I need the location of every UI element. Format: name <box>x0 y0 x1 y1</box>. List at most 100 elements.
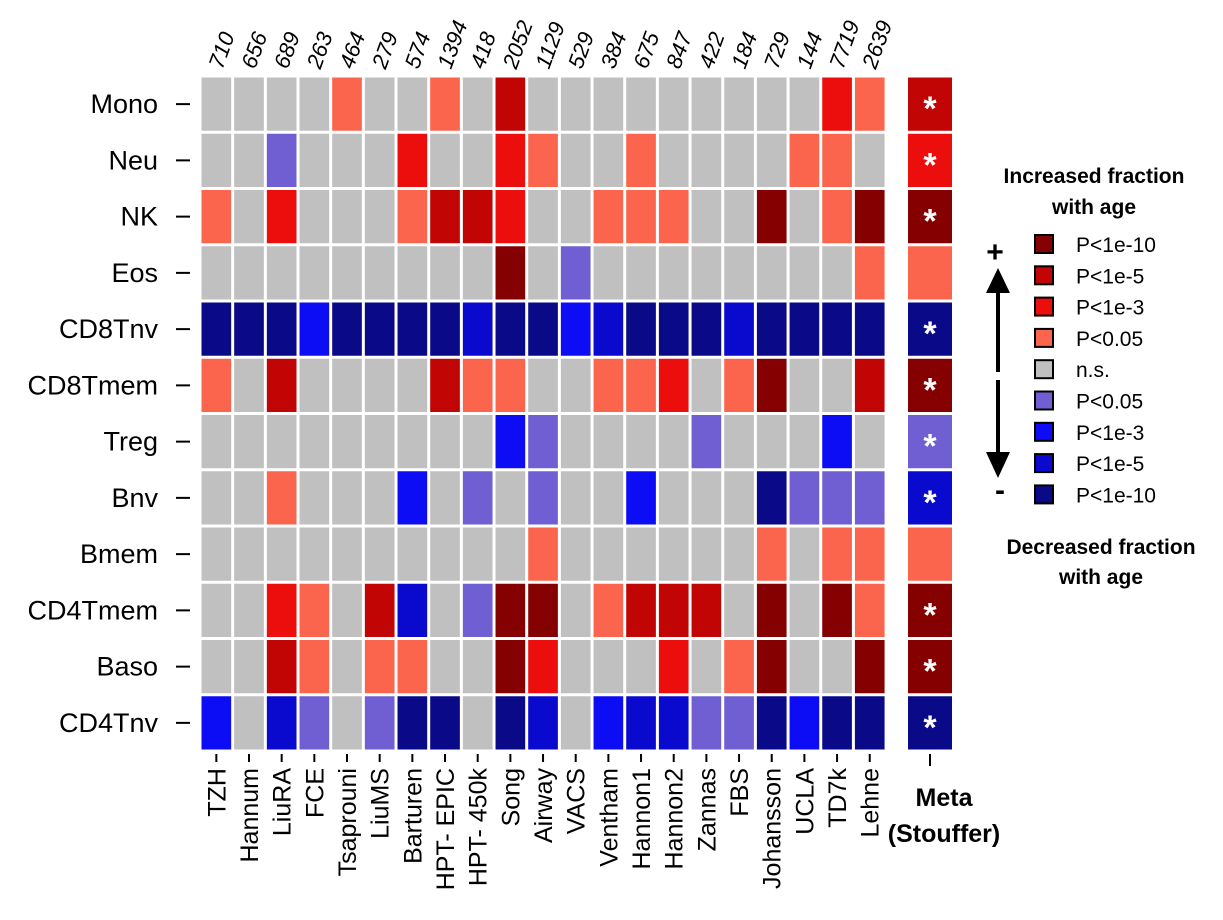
meta-cell <box>908 190 952 244</box>
heatmap-cell <box>560 190 591 244</box>
heatmap-cell <box>201 471 232 525</box>
heatmap-cell <box>756 246 787 300</box>
heatmap-cell <box>528 190 558 244</box>
heatmap-cell <box>724 640 754 694</box>
heatmap-cell <box>822 527 852 581</box>
heatmap-cell <box>789 302 820 356</box>
significance-marker: * <box>923 371 937 409</box>
sample-size-label: 279 <box>367 29 403 73</box>
heatmap-cell <box>593 696 624 750</box>
heatmap-cell <box>332 133 362 187</box>
legend-label: P<1e-5 <box>1076 453 1144 476</box>
heatmap-cell <box>528 527 558 581</box>
sample-size-label: 847 <box>661 28 697 72</box>
heatmap-cell <box>854 640 885 694</box>
heatmap-cell <box>560 640 591 694</box>
heatmap-cell <box>724 358 754 412</box>
heatmap-cell <box>332 246 362 300</box>
heatmap-cell <box>691 696 722 750</box>
heatmap-cell <box>560 77 591 131</box>
sample-size-label: 184 <box>726 29 762 72</box>
heatmap-cell <box>724 77 754 131</box>
heatmap-cell <box>528 246 558 300</box>
heatmap-cell <box>528 133 558 187</box>
row-label: CD8Tmem <box>27 370 158 400</box>
heatmap-cell <box>756 640 787 694</box>
heatmap-cell <box>560 415 591 469</box>
meta-column: * * * * * * * * * * <box>906 76 954 766</box>
heatmap-cell <box>560 133 591 187</box>
heatmap-cell <box>822 358 852 412</box>
heatmap-grid <box>200 76 887 751</box>
heatmap-cell <box>430 527 460 581</box>
heatmap-cell <box>364 246 395 300</box>
heatmap-cell <box>495 415 526 469</box>
heatmap-cell <box>299 527 330 581</box>
heatmap-cell <box>397 696 428 750</box>
column-label: Hannon2 <box>661 768 689 869</box>
legend-label: P<1e-10 <box>1076 234 1156 257</box>
heatmap-cell <box>266 583 297 637</box>
heatmap-cell <box>593 640 624 694</box>
heatmap-cell <box>201 77 232 131</box>
heatmap-cell <box>495 471 526 525</box>
heatmap-cell <box>430 415 460 469</box>
heatmap-cell <box>234 527 264 581</box>
heatmap-cell <box>724 583 754 637</box>
heatmap-cell <box>462 302 493 356</box>
heatmap-cell <box>299 640 330 694</box>
legend-label: P<1e-3 <box>1076 422 1144 445</box>
heatmap-cell <box>332 527 362 581</box>
heatmap-cell <box>626 696 656 750</box>
heatmap-cell <box>691 246 722 300</box>
heatmap-cell <box>266 527 297 581</box>
heatmap-cell <box>789 415 820 469</box>
heatmap-cell <box>397 415 428 469</box>
heatmap-cell <box>332 696 362 750</box>
heatmap-cell <box>397 583 428 637</box>
heatmap-cell <box>560 358 591 412</box>
heatmap-cell <box>724 696 754 750</box>
significance-marker: * <box>923 146 937 184</box>
heatmap-cell <box>724 190 754 244</box>
heatmap-cell <box>756 471 787 525</box>
legend-label: n.s. <box>1076 359 1110 382</box>
meta-cell <box>908 415 952 469</box>
legend-swatch <box>1034 390 1054 411</box>
heatmap-cell <box>626 527 656 581</box>
sample-size-label: 418 <box>465 28 501 72</box>
heatmap-cell <box>822 471 852 525</box>
heatmap-cell <box>364 696 395 750</box>
row-label: Bnv <box>111 483 158 513</box>
heatmap-cell <box>299 583 330 637</box>
column-label: HPT- 450k <box>465 768 493 887</box>
heatmap-cell <box>789 471 820 525</box>
column-label: Barturen <box>399 768 427 864</box>
legend-increased-line1: Increased fraction <box>1004 165 1185 188</box>
heatmap-cell <box>234 133 264 187</box>
significance-marker: * <box>923 709 937 747</box>
heatmap-cell <box>593 471 624 525</box>
column-label: Tsaprouni <box>334 768 362 876</box>
heatmap-cell <box>593 527 624 581</box>
sample-size-label: 574 <box>400 29 436 72</box>
heatmap-cell <box>266 415 297 469</box>
heatmap-cell <box>364 77 395 131</box>
heatmap-cell <box>234 77 264 131</box>
heatmap-cell <box>789 696 820 750</box>
heatmap-cell <box>495 640 526 694</box>
heatmap-cell <box>691 640 722 694</box>
heatmap-cell <box>789 640 820 694</box>
heatmap-cell <box>593 77 624 131</box>
heatmap-cell <box>691 415 722 469</box>
heatmap-cell <box>234 190 264 244</box>
row-label: CD4Tnv <box>59 708 159 738</box>
row-label: Mono <box>90 89 158 119</box>
heatmap-cell <box>332 77 362 131</box>
heatmap-cell <box>332 640 362 694</box>
column-label: Song <box>497 768 525 826</box>
heatmap-cell <box>462 190 493 244</box>
column-label: Lehne <box>857 768 885 838</box>
sample-size-label: 529 <box>563 29 599 72</box>
heatmap-cell <box>789 133 820 187</box>
